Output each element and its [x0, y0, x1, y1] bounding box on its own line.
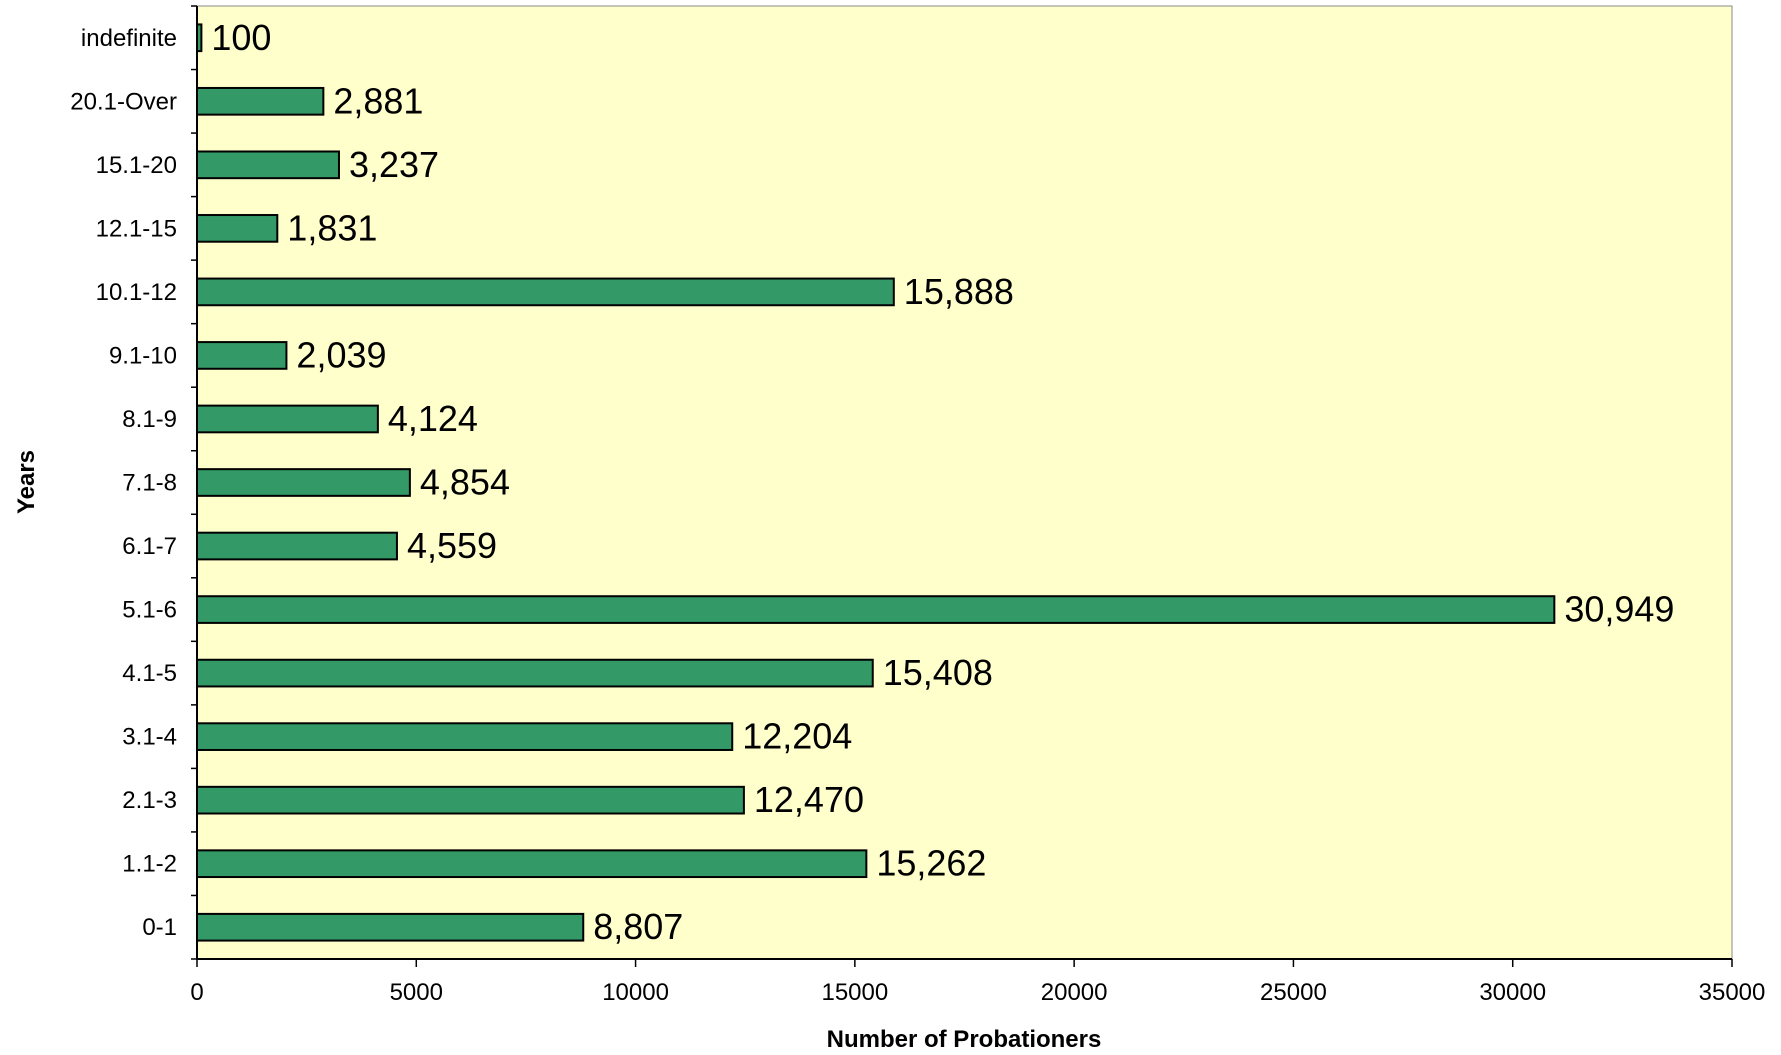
value-label-15.1-20: 3,237	[349, 144, 439, 185]
category-label-5.1-6: 5.1-6	[122, 597, 177, 624]
value-label-6.1-7: 4,559	[407, 525, 497, 566]
category-label-0-1: 0-1	[142, 914, 177, 941]
bar-9.1-10	[196, 341, 288, 370]
category-label-8.1-9: 8.1-9	[122, 406, 177, 433]
y-axis	[191, 5, 198, 960]
value-labels-group: 8,807 15,262 12,470 12,204 15,408 30,949 4,559…	[211, 17, 1674, 947]
x-tick-label-35000: 35000	[1699, 979, 1766, 1006]
value-label-0-1: 8,807	[593, 906, 683, 947]
value-label-4.1-5: 15,408	[883, 652, 993, 693]
bar-12.1-15	[196, 214, 279, 243]
bar-8.1-9	[196, 404, 379, 434]
value-label-9.1-10: 2,039	[296, 334, 386, 375]
bar-7.1-8	[196, 468, 411, 497]
value-label-12.1-15: 1,831	[287, 207, 377, 248]
value-label-20.1-Over: 2,881	[333, 80, 423, 121]
x-tick-label-0: 0	[190, 979, 203, 1006]
category-label-7.1-8: 7.1-8	[122, 470, 177, 497]
category-label-6.1-7: 6.1-7	[122, 533, 177, 560]
category-labels-group: 0-1 1.1-2 2.1-3 3.1-4 4.1-5 5.1-6 6.1-7 7.1-8 8.…	[70, 25, 177, 941]
value-label-10.1-12: 15,888	[904, 271, 1014, 312]
bar-5.1-6	[196, 595, 1556, 624]
x-axis-title: Number of Probationers	[827, 1026, 1102, 1053]
category-label-3.1-4: 3.1-4	[122, 724, 177, 751]
category-label-indefinite: indefinite	[81, 25, 177, 52]
category-label-9.1-10: 9.1-10	[109, 342, 177, 369]
value-label-8.1-9: 4,124	[388, 398, 478, 439]
x-tick-label-20000: 20000	[1041, 979, 1108, 1006]
bar-15.1-20	[196, 150, 340, 180]
category-label-12.1-15: 12.1-15	[96, 215, 177, 242]
bar-6.1-7	[196, 531, 398, 561]
x-tick-label-10000: 10000	[602, 979, 669, 1006]
bar-10.1-12	[196, 277, 895, 307]
bar-0-1	[196, 912, 585, 942]
category-label-20.1-Over: 20.1-Over	[70, 88, 177, 115]
value-label-1.1-2: 15,262	[876, 843, 986, 884]
category-label-15.1-20: 15.1-20	[96, 152, 177, 179]
bar-2.1-3	[196, 785, 745, 815]
x-tick-label-5000: 5000	[390, 979, 443, 1006]
x-axis: 0 5000 10000 15000 20000 25000 30000 35000	[190, 958, 1766, 1006]
x-tick-label-25000: 25000	[1260, 979, 1327, 1006]
category-label-4.1-5: 4.1-5	[122, 660, 177, 687]
category-label-10.1-12: 10.1-12	[96, 279, 177, 306]
value-label-5.1-6: 30,949	[1564, 589, 1674, 630]
bar-1.1-2	[196, 849, 868, 879]
bar-3.1-4	[196, 722, 734, 751]
y-axis-title: Years	[13, 450, 40, 514]
category-label-2.1-3: 2.1-3	[122, 787, 177, 814]
value-label-indefinite: 100	[211, 17, 271, 58]
bar-4.1-5	[196, 658, 874, 688]
x-tick-label-15000: 15000	[821, 979, 888, 1006]
bar-20.1-Over	[196, 86, 325, 116]
value-label-7.1-8: 4,854	[420, 462, 510, 503]
x-tick-label-30000: 30000	[1479, 979, 1546, 1006]
category-label-1.1-2: 1.1-2	[122, 851, 177, 878]
value-label-3.1-4: 12,204	[742, 716, 852, 757]
bars-group	[196, 23, 1556, 942]
value-label-2.1-3: 12,470	[754, 779, 864, 820]
